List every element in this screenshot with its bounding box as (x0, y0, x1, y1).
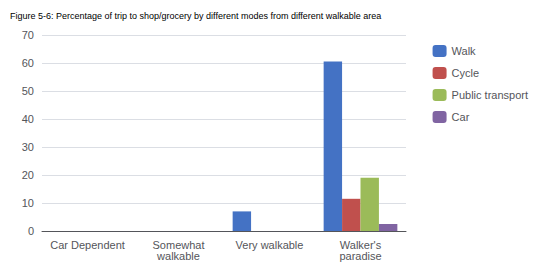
svg-text:50: 50 (22, 85, 34, 97)
svg-text:20: 20 (22, 169, 34, 181)
svg-text:0: 0 (28, 225, 34, 237)
svg-text:Walk: Walk (452, 45, 477, 57)
svg-text:paradise: paradise (339, 250, 381, 262)
svg-text:Public transport: Public transport (452, 89, 528, 101)
svg-text:Car: Car (452, 111, 470, 123)
svg-text:Somewhat: Somewhat (152, 238, 205, 251)
svg-text:Car Dependent: Car Dependent (50, 239, 125, 251)
svg-text:Figure 5-6: Percentage of trip: Figure 5-6: Percentage of trip to shop/g… (10, 11, 381, 21)
svg-text:walkable: walkable (156, 250, 200, 262)
svg-text:70: 70 (22, 29, 34, 41)
svg-text:Walker's: Walker's (339, 238, 382, 251)
svg-text:60: 60 (22, 57, 34, 69)
svg-text:Cycle: Cycle (452, 67, 480, 79)
svg-text:40: 40 (22, 113, 34, 125)
svg-text:Very walkable: Very walkable (236, 239, 304, 251)
svg-text:30: 30 (22, 141, 34, 153)
svg-text:10: 10 (22, 197, 34, 209)
